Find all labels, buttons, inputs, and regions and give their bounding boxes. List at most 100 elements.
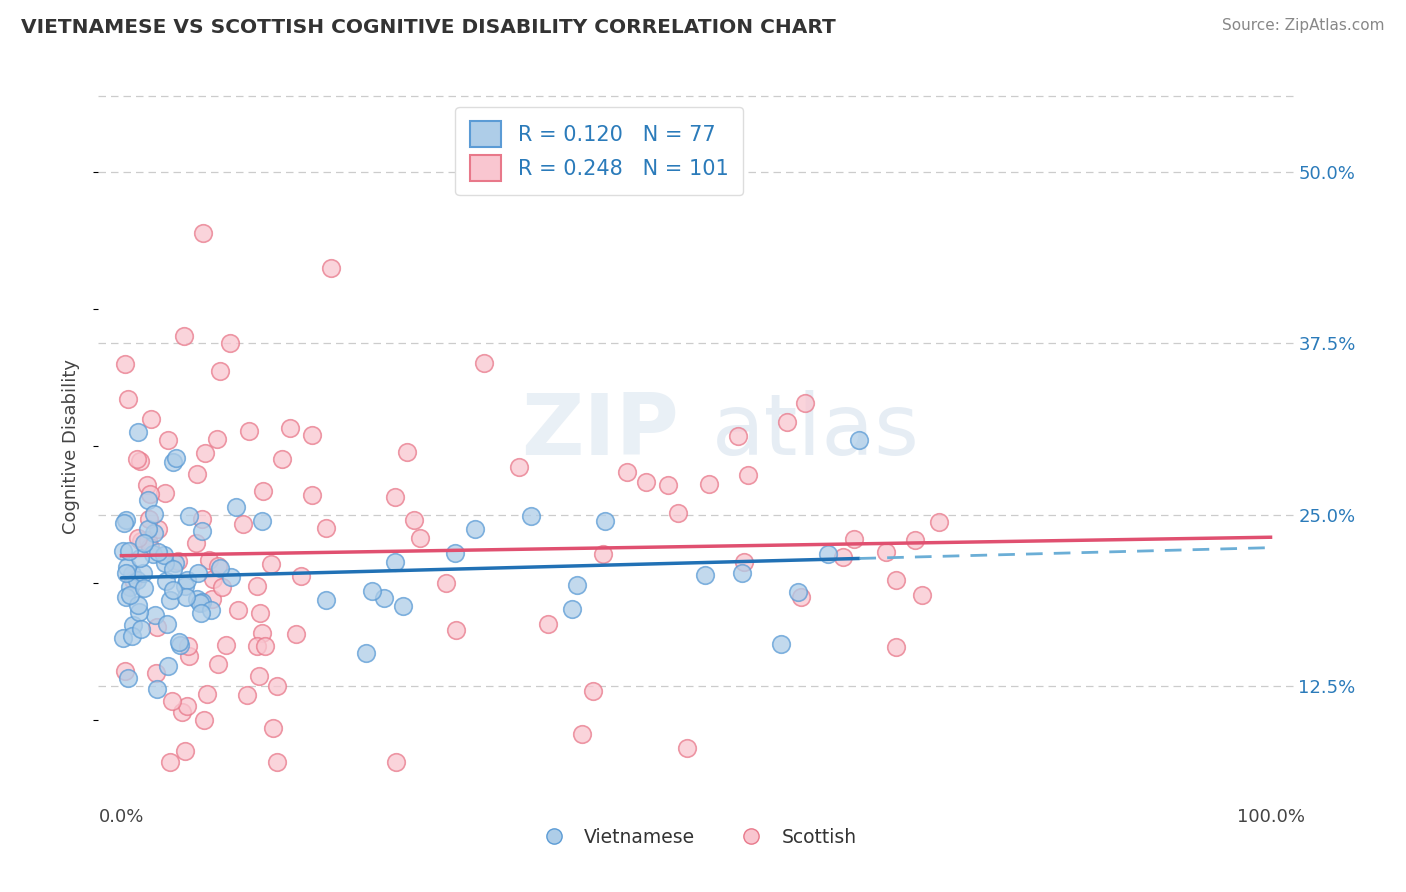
Vietnamese [132,536,155,550]
Vietnamese [118,543,141,558]
Scottish [537,617,560,632]
Vietnamese [121,629,143,643]
Vietnamese [118,588,141,602]
Vietnamese [136,493,159,508]
Vietnamese [128,550,150,565]
Scottish [266,679,288,693]
Scottish [146,522,169,536]
Vietnamese [191,595,214,609]
Scottish [675,740,697,755]
Vietnamese [159,593,181,607]
Scottish [903,533,925,547]
Scottish [190,512,212,526]
Scottish [266,755,288,769]
Vietnamese [115,559,138,574]
Legend: Vietnamese, Scottish: Vietnamese, Scottish [527,820,865,854]
Vietnamese [770,637,793,651]
Vietnamese [817,547,839,561]
Scottish [884,574,907,588]
Vietnamese [136,522,159,536]
Scottish [167,554,190,568]
Vietnamese [169,638,191,652]
Scottish [260,557,283,571]
Vietnamese [155,574,177,588]
Scottish [246,579,269,593]
Vietnamese [191,524,214,538]
Scottish [875,545,897,559]
Scottish [842,533,865,547]
Scottish [727,428,749,442]
Scottish [173,743,195,757]
Vietnamese [225,500,247,514]
Scottish [232,516,254,531]
Scottish [315,521,337,535]
Scottish [202,572,225,586]
Scottish [226,602,249,616]
Scottish [884,640,907,655]
Scottish [508,460,530,475]
Scottish [153,485,176,500]
Scottish [201,591,224,606]
Vietnamese [143,507,166,521]
Vietnamese [190,606,212,620]
Scottish [138,540,160,554]
Scottish [127,532,149,546]
Scottish [194,446,217,460]
Scottish [238,424,260,438]
Vietnamese [221,570,243,584]
Vietnamese [354,646,377,660]
Vietnamese [132,566,155,581]
Vietnamese [252,514,274,528]
Scottish [254,639,277,653]
Vietnamese [179,509,201,524]
Scottish [176,698,198,713]
Scottish [271,451,294,466]
Vietnamese [162,583,184,598]
Vietnamese [209,561,232,575]
Text: atlas: atlas [711,390,920,474]
Scottish [205,432,228,446]
Scottish [125,452,148,467]
Vietnamese [163,557,186,571]
Vietnamese [127,573,149,587]
Scottish [145,619,167,633]
Vietnamese [384,556,406,570]
Scottish [666,506,689,520]
Scottish [173,329,195,343]
Text: VIETNAMESE VS SCOTTISH COGNITIVE DISABILITY CORRELATION CHART: VIETNAMESE VS SCOTTISH COGNITIVE DISABIL… [21,18,835,37]
Scottish [207,558,229,573]
Vietnamese [162,455,184,469]
Scottish [278,421,301,435]
Scottish [582,684,605,698]
Vietnamese [114,513,136,527]
Vietnamese [731,566,754,581]
Vietnamese [848,433,870,447]
Vietnamese [162,562,184,576]
Scottish [193,714,215,728]
Scottish [170,705,193,719]
Scottish [197,687,219,701]
Vietnamese [200,603,222,617]
Vietnamese [156,659,179,673]
Vietnamese [693,568,716,582]
Vietnamese [114,590,136,604]
Vietnamese [143,526,166,541]
Vietnamese [174,590,197,604]
Scottish [592,547,614,561]
Scottish [737,467,759,482]
Scottish [135,477,157,491]
Scottish [384,490,406,504]
Scottish [444,623,467,637]
Vietnamese [153,556,176,570]
Vietnamese [142,548,165,562]
Scottish [285,627,308,641]
Scottish [114,664,136,678]
Vietnamese [146,545,169,559]
Vietnamese [444,546,467,560]
Scottish [215,638,238,652]
Scottish [831,550,853,565]
Text: ZIP: ZIP [522,390,679,474]
Scottish [290,569,312,583]
Scottish [235,688,257,702]
Scottish [218,336,240,351]
